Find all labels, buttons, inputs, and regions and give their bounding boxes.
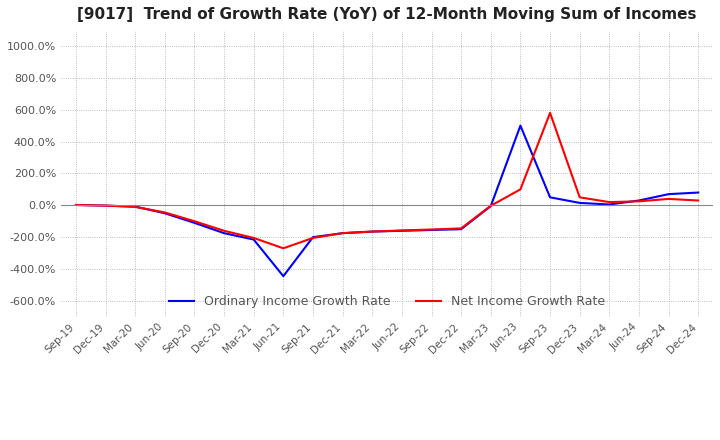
Ordinary Income Growth Rate <box>546 194 554 200</box>
Net Income Growth Rate <box>397 228 406 233</box>
Ordinary Income Growth Rate <box>605 202 613 207</box>
Net Income Growth Rate <box>516 187 525 192</box>
Ordinary Income Growth Rate <box>161 211 169 216</box>
Ordinary Income Growth Rate <box>368 229 377 234</box>
Ordinary Income Growth Rate <box>634 198 643 203</box>
Net Income Growth Rate <box>71 202 80 208</box>
Ordinary Income Growth Rate <box>397 228 406 233</box>
Ordinary Income Growth Rate <box>102 203 110 208</box>
Line: Net Income Growth Rate: Net Income Growth Rate <box>76 113 698 248</box>
Net Income Growth Rate <box>665 196 673 202</box>
Ordinary Income Growth Rate <box>487 203 495 209</box>
Ordinary Income Growth Rate <box>249 237 258 242</box>
Net Income Growth Rate <box>338 231 347 236</box>
Net Income Growth Rate <box>190 219 199 224</box>
Ordinary Income Growth Rate <box>338 231 347 236</box>
Legend: Ordinary Income Growth Rate, Net Income Growth Rate: Ordinary Income Growth Rate, Net Income … <box>164 290 610 313</box>
Net Income Growth Rate <box>309 235 318 241</box>
Title: [9017]  Trend of Growth Rate (YoY) of 12-Month Moving Sum of Incomes: [9017] Trend of Growth Rate (YoY) of 12-… <box>77 7 697 22</box>
Net Income Growth Rate <box>220 228 228 233</box>
Ordinary Income Growth Rate <box>190 220 199 225</box>
Ordinary Income Growth Rate <box>131 204 140 209</box>
Net Income Growth Rate <box>575 194 584 200</box>
Net Income Growth Rate <box>694 198 703 203</box>
Net Income Growth Rate <box>634 199 643 204</box>
Net Income Growth Rate <box>161 210 169 215</box>
Ordinary Income Growth Rate <box>665 191 673 197</box>
Ordinary Income Growth Rate <box>575 200 584 205</box>
Ordinary Income Growth Rate <box>309 235 318 240</box>
Ordinary Income Growth Rate <box>694 190 703 195</box>
Net Income Growth Rate <box>368 229 377 234</box>
Ordinary Income Growth Rate <box>516 123 525 128</box>
Net Income Growth Rate <box>427 227 436 232</box>
Ordinary Income Growth Rate <box>427 227 436 233</box>
Ordinary Income Growth Rate <box>456 227 465 232</box>
Net Income Growth Rate <box>605 199 613 205</box>
Ordinary Income Growth Rate <box>220 231 228 236</box>
Net Income Growth Rate <box>279 246 288 251</box>
Net Income Growth Rate <box>131 204 140 209</box>
Line: Ordinary Income Growth Rate: Ordinary Income Growth Rate <box>76 126 698 276</box>
Net Income Growth Rate <box>546 110 554 116</box>
Net Income Growth Rate <box>456 226 465 231</box>
Net Income Growth Rate <box>487 203 495 209</box>
Ordinary Income Growth Rate <box>71 202 80 208</box>
Ordinary Income Growth Rate <box>279 274 288 279</box>
Net Income Growth Rate <box>249 235 258 241</box>
Net Income Growth Rate <box>102 203 110 208</box>
